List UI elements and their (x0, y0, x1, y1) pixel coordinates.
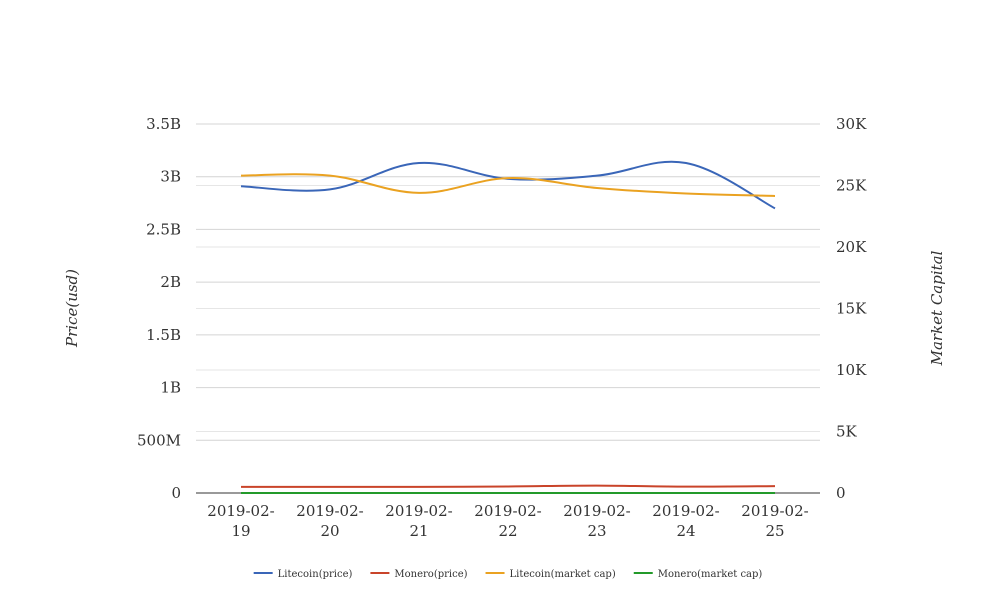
legend-label-litecoin-price: Litecoin(price) (278, 569, 353, 580)
x-tick-label: 2019-02-21 (385, 502, 452, 540)
left-tick-label: 500M (137, 431, 181, 449)
x-tick-label: 2019-02-23 (563, 502, 630, 540)
left-axis-title: Price(usd) (63, 269, 81, 348)
x-tick-label: 2019-02-19 (207, 502, 274, 540)
legend-label-monero-price: Monero(price) (394, 569, 467, 580)
left-tick-label: 3.5B (146, 115, 181, 133)
legend-label-monero-market-cap: Monero(market cap) (658, 569, 763, 580)
right-tick-label: 25K (836, 177, 867, 195)
x-tick-label: 2019-02-22 (474, 502, 541, 540)
x-tick-label: 2019-02-24 (652, 502, 719, 540)
left-tick-label: 1.5B (146, 326, 181, 344)
x-tick-label: 2019-02-20 (296, 502, 363, 540)
right-tick-label: 30K (836, 115, 867, 133)
axis-layer: 0 500M 1B 1.5B 2B 2.5B 3B 3.5B 0 5K 10K 15K 20K 25K 30… (137, 115, 867, 540)
series-layer (240, 160, 776, 495)
series-line-monero-price (240, 484, 776, 488)
right-tick-label: 10K (836, 361, 867, 379)
left-tick-label: 0 (171, 484, 181, 502)
x-tick-label: 2019-02-25 (741, 502, 808, 540)
right-tick-label: 0 (836, 484, 846, 502)
right-tick-label: 5K (836, 423, 858, 441)
grid-layer (196, 123, 820, 441)
left-tick-label: 1B (160, 379, 181, 397)
legend-label-litecoin-market-cap: Litecoin(market cap) (510, 569, 616, 580)
left-tick-label: 2B (160, 273, 181, 291)
right-tick-label: 20K (836, 238, 867, 256)
left-tick-label: 2.5B (146, 220, 181, 238)
right-tick-label: 15K (836, 300, 867, 318)
legend: Litecoin(price) Monero(price) Litecoin(mar… (253, 569, 763, 580)
right-axis-title: Market Capital (928, 250, 946, 366)
series-line-litecoin-market-cap (240, 173, 776, 197)
left-tick-label: 3B (160, 168, 181, 186)
